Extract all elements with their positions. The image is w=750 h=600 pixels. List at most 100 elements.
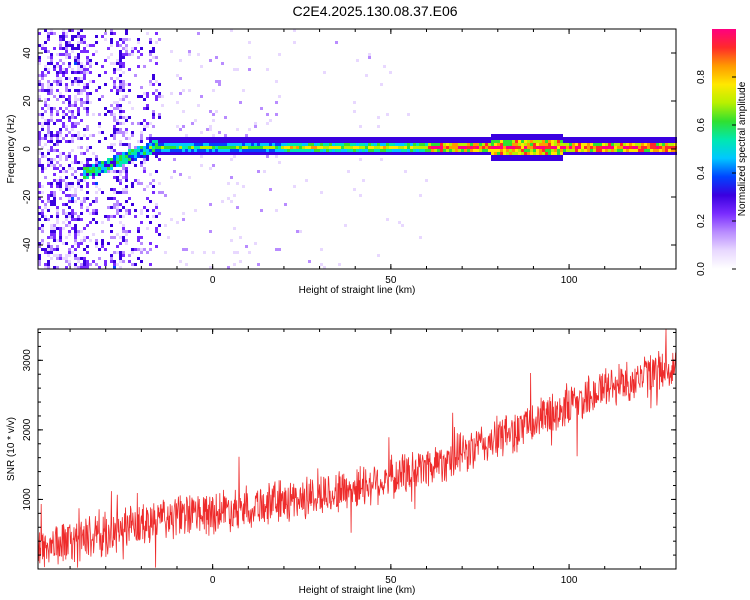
spectrogram-cell — [146, 251, 149, 254]
spectrogram-cell — [89, 101, 92, 104]
spectrogram-cell — [461, 149, 464, 152]
spectrogram-cell — [38, 242, 41, 245]
spectrogram-cell — [158, 146, 161, 149]
spectrogram-cell — [62, 227, 65, 230]
spectrogram-cell — [284, 143, 287, 146]
spectrogram-cell — [38, 206, 41, 209]
spectrogram-cell — [158, 83, 161, 86]
spectrogram-cell — [227, 266, 230, 269]
spectrogram-cell — [86, 263, 89, 266]
spectrogram-cell — [116, 107, 119, 110]
spectrogram-cell — [449, 140, 452, 143]
spectrogram-cell — [74, 80, 77, 83]
spectrogram-cell — [47, 266, 50, 269]
spectrogram-cell — [122, 254, 125, 257]
spectrogram-cell — [146, 32, 149, 35]
spectrogram-cell — [173, 149, 176, 152]
spectrogram-cell — [86, 158, 89, 161]
spectrogram-cell — [71, 251, 74, 254]
spectrogram-cell — [278, 248, 281, 251]
spectrogram-cell — [623, 137, 626, 140]
spectrogram-cell — [80, 38, 83, 41]
spectrogram-cell — [557, 146, 560, 149]
spectrogram-cell — [266, 143, 269, 146]
spectrogram-cell — [467, 149, 470, 152]
spectrogram-cell — [641, 137, 644, 140]
spectrogram-cell — [77, 245, 80, 248]
spectrogram-cell — [542, 137, 545, 140]
spectrogram-cell — [101, 131, 104, 134]
spectrogram-cell — [662, 146, 665, 149]
spectrogram-cell — [251, 143, 254, 146]
spectrogram-cell — [65, 50, 68, 53]
spectrogram-cell — [113, 263, 116, 266]
spectrogram-cell — [65, 53, 68, 56]
spectrogram-cell — [281, 140, 284, 143]
spectrogram-cell — [635, 137, 638, 140]
spectrogram-cell — [158, 92, 161, 95]
spectrogram-cell — [539, 134, 542, 137]
spectrogram-cell — [173, 140, 176, 143]
spectrogram-cell — [440, 143, 443, 146]
spectrogram-cell — [551, 137, 554, 140]
spectrogram-cell — [146, 155, 149, 158]
colorbar-tick-label: 0.8 — [696, 70, 707, 84]
spectrogram-cell — [170, 137, 173, 140]
spectrogram-cell — [254, 149, 257, 152]
spectrogram-cell — [125, 185, 128, 188]
spectrogram-cell — [122, 170, 125, 173]
spectrogram-cell — [347, 143, 350, 146]
spectrogram-cell — [77, 113, 80, 116]
spectrogram-cell — [143, 161, 146, 164]
spectrogram-cell — [83, 170, 86, 173]
spectrogram-cell — [554, 134, 557, 137]
spectrogram-cell — [47, 32, 50, 35]
spectrogram-cell — [197, 104, 200, 107]
spectrogram-cell — [647, 140, 650, 143]
spectrogram-cell — [155, 152, 158, 155]
spectrogram-cell — [380, 83, 383, 86]
spectrogram-cell — [158, 191, 161, 194]
spectrogram-cell — [182, 152, 185, 155]
spectrogram-cell — [551, 149, 554, 152]
spectrogram-cell — [305, 137, 308, 140]
spectrogram-cell — [425, 137, 428, 140]
spectrogram-cell — [320, 152, 323, 155]
spectrogram-cell — [92, 80, 95, 83]
x-tick-label: 100 — [561, 275, 578, 286]
spectrogram-cell — [149, 242, 152, 245]
spectrogram-cell — [65, 242, 68, 245]
spectrogram-cell — [509, 158, 512, 161]
spectrogram-cell — [518, 134, 521, 137]
spectrogram-cell — [41, 86, 44, 89]
spectrogram-cell — [131, 50, 134, 53]
spectrogram-cell — [326, 152, 329, 155]
spectrogram-cell — [512, 149, 515, 152]
spectrogram-cell — [458, 140, 461, 143]
spectrogram-cell — [515, 134, 518, 137]
spectrogram-cell — [200, 137, 203, 140]
spectrogram-cell — [527, 149, 530, 152]
spectrogram-cell — [152, 50, 155, 53]
spectrogram-cell — [230, 137, 233, 140]
spectrogram-cell — [50, 107, 53, 110]
spectrogram-cell — [548, 152, 551, 155]
spectrogram-cell — [50, 62, 53, 65]
spectrogram-cell — [542, 158, 545, 161]
spectrogram-cell — [74, 218, 77, 221]
spectrogram-cell — [611, 146, 614, 149]
spectrogram-cell — [80, 188, 83, 191]
spectrogram-cell — [545, 152, 548, 155]
spectrogram-cell — [383, 149, 386, 152]
spectrogram-cell — [59, 107, 62, 110]
spectrogram-cell — [125, 128, 128, 131]
spectrogram-cell — [194, 149, 197, 152]
spectrogram-cell — [125, 188, 128, 191]
spectrogram-cell — [170, 152, 173, 155]
spectrogram-cell — [215, 110, 218, 113]
spectrogram-cell — [158, 140, 161, 143]
spectrogram-cell — [83, 173, 86, 176]
spectrogram-cell — [368, 152, 371, 155]
spectrogram-cell — [47, 89, 50, 92]
spectrogram-cell — [470, 149, 473, 152]
